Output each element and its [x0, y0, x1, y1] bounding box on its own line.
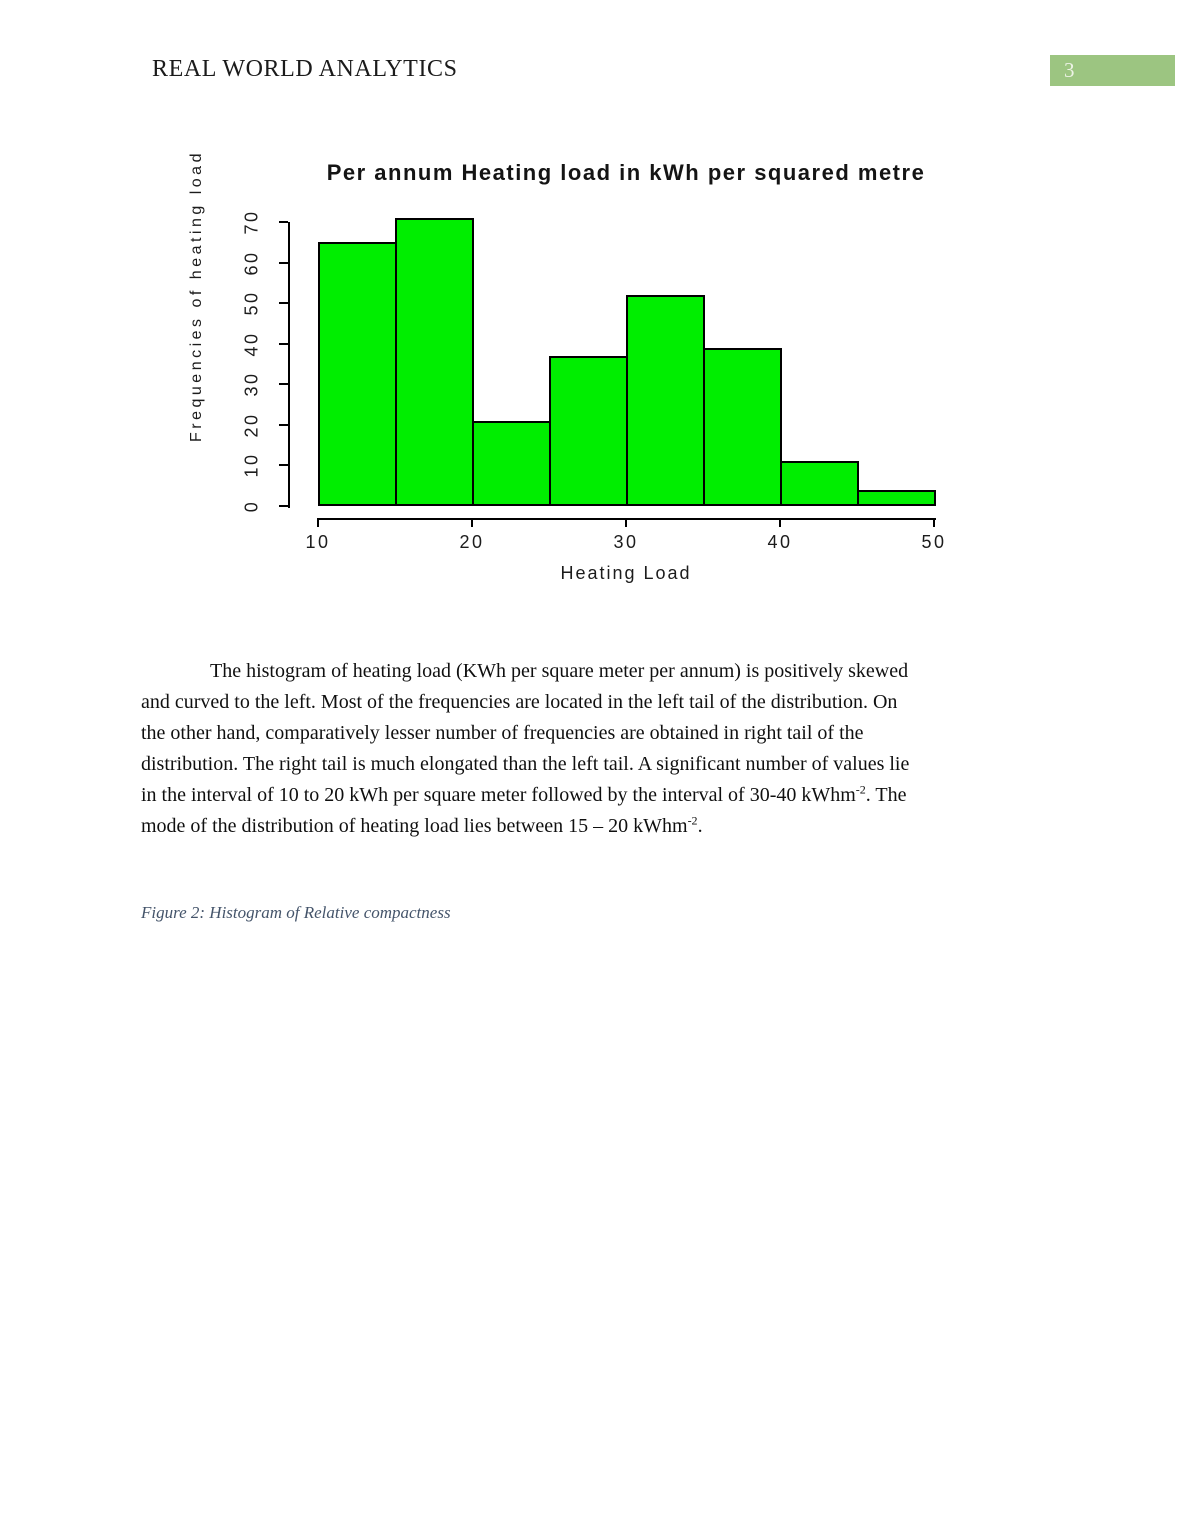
histogram-chart: Per annum Heating load in kWh per square… — [0, 0, 1190, 620]
body-line-tail: . — [697, 815, 703, 837]
y-tick-mark — [279, 262, 288, 264]
y-tick-label: 20 — [241, 412, 262, 438]
y-tick-label: 70 — [241, 209, 262, 235]
body-line-text: and curved to the left. Most of the freq… — [141, 691, 898, 713]
body-line: distribution. The right tail is much elo… — [141, 749, 1061, 780]
header-title: REAL WORLD ANALYTICS — [152, 56, 458, 82]
x-tick-label: 20 — [459, 532, 485, 552]
y-tick-mark — [279, 343, 288, 345]
histogram-bar — [626, 295, 705, 506]
body-line-tail: . The — [865, 784, 907, 806]
x-tick-mark — [625, 518, 627, 527]
page-number-badge: 3 — [1050, 55, 1175, 86]
y-tick-mark — [279, 302, 288, 304]
histogram-bar — [318, 242, 397, 506]
y-tick-label: 50 — [241, 290, 262, 316]
body-line-text: the other hand, comparatively lesser num… — [141, 722, 864, 744]
body-line: mode of the distribution of heating load… — [141, 811, 1061, 842]
y-tick-label: 10 — [241, 452, 262, 478]
y-axis-title: Frequencies of heating load — [188, 150, 205, 442]
body-line: and curved to the left. Most of the freq… — [141, 687, 1061, 718]
body-paragraph: The histogram of heating load (KWh per s… — [141, 656, 1061, 842]
body-line: in the interval of 10 to 20 kWh per squa… — [141, 780, 1061, 811]
histogram-bar — [780, 461, 859, 506]
body-line-text: The histogram of heating load (KWh per s… — [210, 660, 909, 682]
y-tick-mark — [279, 424, 288, 426]
body-line-text: distribution. The right tail is much elo… — [141, 753, 910, 775]
histogram-bar — [857, 490, 936, 506]
y-tick-mark — [279, 464, 288, 466]
body-line: The histogram of heating load (KWh per s… — [141, 656, 1061, 687]
x-axis-title: Heating Load — [560, 563, 692, 583]
x-tick-label: 30 — [613, 532, 639, 552]
body-line-text: in the interval of 10 to 20 kWh per squa… — [141, 784, 856, 806]
body-line: the other hand, comparatively lesser num… — [141, 718, 1061, 749]
y-tick-mark — [279, 505, 288, 507]
superscript: -2 — [855, 782, 866, 797]
x-tick-label: 50 — [921, 532, 947, 552]
x-tick-mark — [933, 518, 935, 527]
histogram-bar — [472, 421, 551, 506]
histogram-bar — [395, 218, 474, 506]
chart-title: Per annum Heating load in kWh per square… — [326, 160, 926, 185]
histogram-bar — [703, 348, 782, 506]
body-line-text: mode of the distribution of heating load… — [141, 815, 688, 837]
y-axis-line — [288, 222, 290, 508]
superscript: -2 — [687, 813, 698, 828]
y-tick-mark — [279, 383, 288, 385]
x-tick-label: 10 — [305, 532, 331, 552]
histogram-bar — [549, 356, 628, 506]
page-number: 3 — [1064, 58, 1075, 82]
figure-caption: Figure 2: Histogram of Relative compactn… — [141, 903, 451, 922]
y-tick-label: 60 — [241, 250, 262, 276]
y-tick-label: 30 — [241, 371, 262, 397]
x-tick-mark — [317, 518, 319, 527]
y-tick-label: 0 — [241, 499, 262, 513]
x-tick-mark — [471, 518, 473, 527]
y-tick-label: 40 — [241, 331, 262, 357]
x-tick-label: 40 — [767, 532, 793, 552]
y-tick-mark — [279, 221, 288, 223]
x-tick-mark — [779, 518, 781, 527]
